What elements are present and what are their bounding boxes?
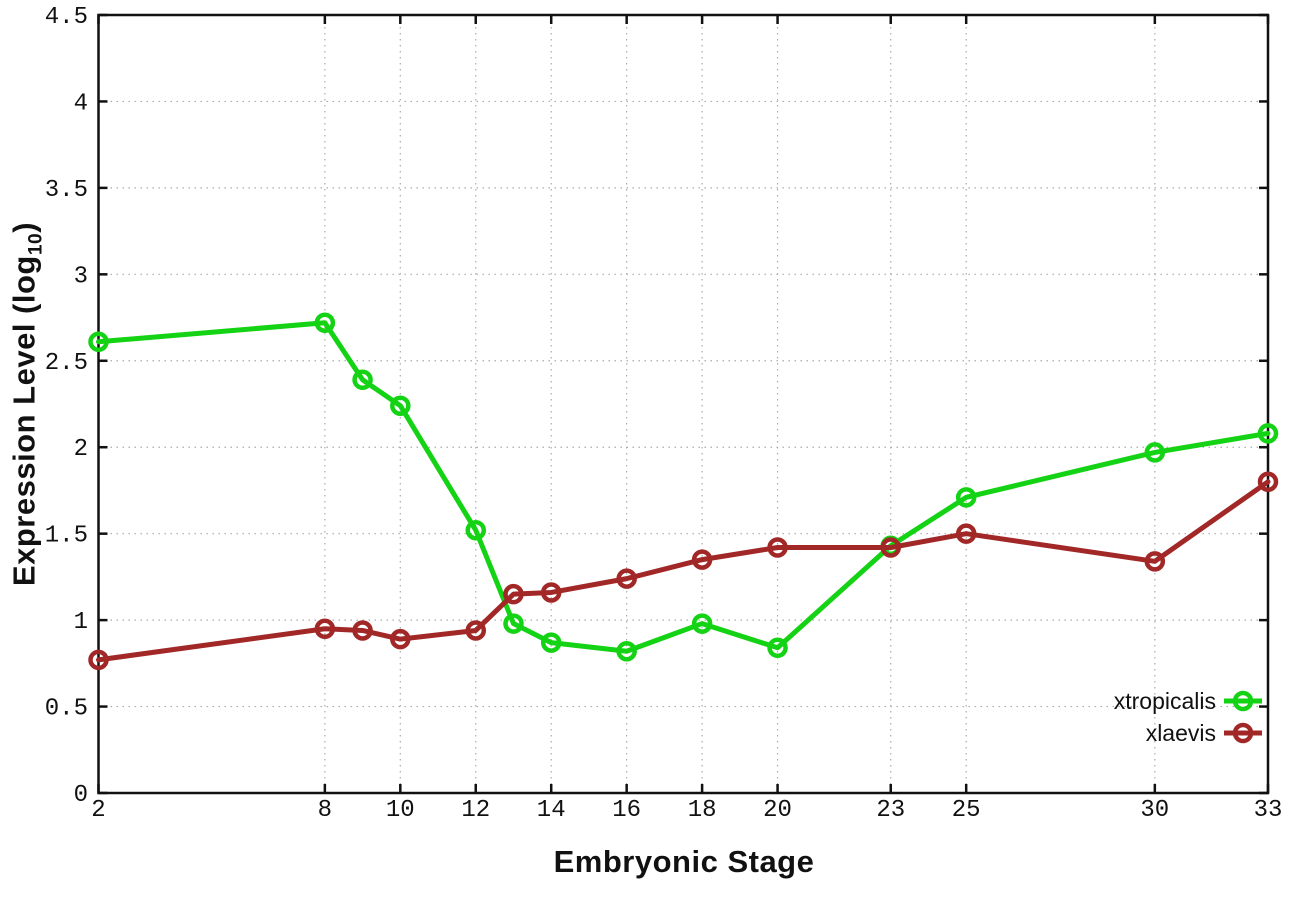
x-tick-label-12: 12 [461, 797, 490, 824]
x-tick-label-10: 10 [386, 797, 415, 824]
data-point-xtropicalis-stage-2 [88, 331, 109, 353]
x-tick-label-2: 2 [91, 797, 105, 824]
y-axis-title-suffix: ) [6, 221, 42, 233]
data-point-xlaevis-stage-9 [352, 620, 373, 641]
x-tick-label-20: 20 [763, 797, 792, 824]
legend-marker-xlaevis [1232, 722, 1254, 744]
series-line-xlaevis [96, 479, 1271, 663]
y-tick-label-3: 3 [74, 263, 88, 290]
x-tick-label-8: 8 [318, 797, 332, 824]
data-point-xlaevis-stage-33 [1257, 471, 1279, 493]
x-tick-label-30: 30 [1140, 797, 1169, 824]
data-point-xlaevis-stage-12 [465, 620, 487, 641]
legend-marker-xtropicalis [1232, 690, 1254, 712]
y-tick-label-1.5: 1.5 [45, 523, 88, 550]
data-point-xtropicalis-stage-16 [616, 640, 637, 662]
y-tick-label-0: 0 [74, 782, 88, 809]
plot-border [97, 13, 1270, 795]
x-tick-label-16: 16 [612, 797, 641, 824]
y-axis-title-prefix: Expression Level (log [6, 255, 42, 587]
data-point-xtropicalis-stage-12 [465, 519, 487, 541]
y-axis-title-subscript: 10 [25, 232, 47, 256]
data-point-xtropicalis-stage-13 [503, 613, 524, 634]
y-tick-label-4.5: 4.5 [45, 4, 88, 31]
x-tick-label-33: 33 [1254, 797, 1283, 824]
legend-label-xlaevis: xlaevis [1146, 720, 1216, 746]
data-point-xtropicalis-stage-20 [767, 637, 788, 659]
data-point-xlaevis-stage-25 [955, 523, 977, 544]
data-point-xtropicalis-stage-33 [1257, 423, 1279, 444]
data-point-xlaevis-stage-18 [691, 549, 713, 570]
series-line-xtropicalis [96, 320, 1271, 654]
data-point-xlaevis-stage-2 [88, 649, 109, 671]
data-point-xtropicalis-stage-14 [540, 632, 562, 653]
data-point-xlaevis-stage-20 [767, 537, 788, 558]
y-tick-label-3.5: 3.5 [45, 177, 88, 204]
legend-label-xtropicalis: xtropicalis [1114, 688, 1216, 714]
data-point-xtropicalis-stage-9 [352, 369, 373, 391]
data-point-xtropicalis-stage-18 [691, 613, 713, 634]
y-tick-label-0.5: 0.5 [45, 696, 88, 723]
x-tick-label-18: 18 [688, 797, 717, 824]
data-point-xlaevis-stage-8 [314, 618, 336, 640]
data-point-xlaevis-stage-10 [390, 628, 411, 650]
data-point-xtropicalis-stage-10 [390, 395, 411, 416]
data-point-xlaevis-stage-16 [616, 568, 637, 589]
data-point-xlaevis-stage-14 [540, 582, 562, 603]
data-point-xtropicalis-stage-30 [1144, 442, 1166, 463]
y-tick-label-2: 2 [74, 436, 88, 463]
data-point-xtropicalis-stage-8 [314, 312, 336, 333]
y-tick-label-1: 1 [74, 609, 88, 636]
data-point-xlaevis-stage-13 [503, 583, 524, 605]
y-tick-label-4: 4 [74, 90, 88, 117]
x-tick-label-25: 25 [952, 797, 981, 824]
data-point-xlaevis-stage-23 [880, 537, 901, 558]
data-point-xlaevis-stage-30 [1144, 551, 1166, 572]
y-tick-label-2.5: 2.5 [45, 350, 88, 377]
data-point-xtropicalis-stage-25 [955, 487, 977, 508]
x-axis-title: Embryonic Stage [553, 844, 815, 879]
y-axis-title: Expression Level (log10) [6, 222, 47, 586]
x-tick-label-23: 23 [876, 797, 905, 824]
x-tick-label-14: 14 [537, 797, 566, 824]
